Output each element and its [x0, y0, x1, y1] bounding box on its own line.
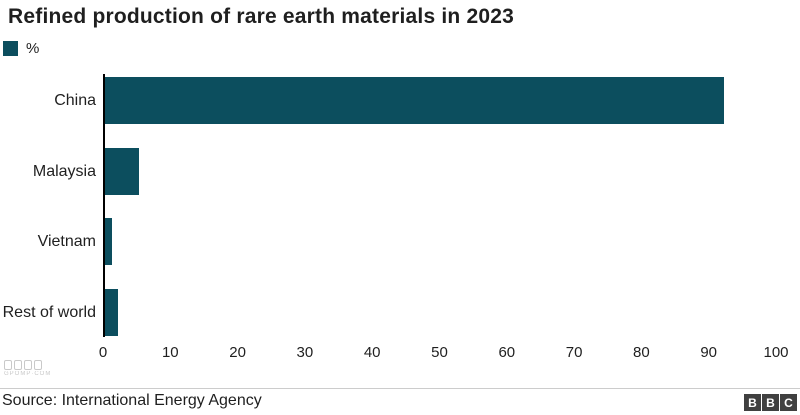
x-tick-label: 0 — [98, 344, 108, 361]
chart-title: Refined production of rare earth materia… — [8, 5, 514, 28]
x-tick-label: 20 — [229, 344, 246, 361]
category-label: Rest of world — [2, 303, 96, 321]
footer-divider — [0, 388, 800, 389]
x-tick-label: 100 — [763, 344, 789, 361]
bar — [105, 288, 119, 336]
legend: % — [3, 40, 39, 57]
watermark: GPOMP·COM — [4, 360, 51, 377]
x-tick-label: 90 — [700, 344, 718, 361]
bbc-logo-letter: B — [744, 394, 761, 411]
category-label: Vietnam — [37, 233, 96, 250]
bar — [105, 218, 112, 265]
legend-label: % — [26, 40, 40, 57]
y-axis-line — [103, 74, 105, 337]
bbc-logo-letter: C — [780, 394, 797, 411]
x-tick-label: 40 — [363, 344, 381, 361]
bbc-logo-letter: B — [762, 394, 779, 411]
category-label: China — [54, 92, 96, 109]
bar — [105, 77, 725, 124]
watermark-text: GPOMP·COM — [4, 371, 52, 377]
watermark-glyphs-icon — [4, 360, 51, 370]
x-tick-label: 50 — [431, 344, 448, 361]
x-tick-label: 30 — [296, 344, 314, 361]
x-tick-label: 70 — [565, 344, 583, 361]
bar — [105, 147, 139, 195]
category-label: Malaysia — [32, 162, 96, 180]
x-tick-label: 10 — [161, 344, 179, 361]
x-tick-label: 80 — [633, 344, 650, 361]
legend-swatch-icon — [3, 41, 18, 56]
x-tick-label: 60 — [498, 344, 516, 361]
source-credit: Source: International Energy Agency — [2, 392, 262, 409]
